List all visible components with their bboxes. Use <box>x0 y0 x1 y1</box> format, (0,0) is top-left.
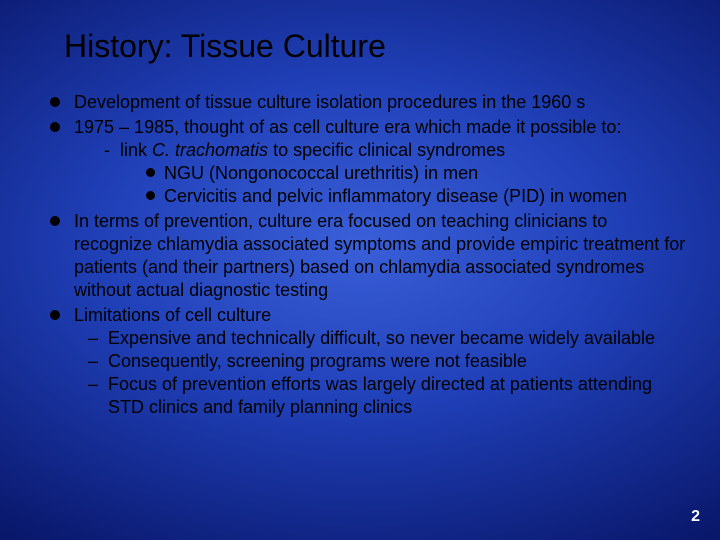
sub-item: Focus of prevention efforts was largely … <box>74 373 690 419</box>
page-number: 2 <box>691 508 700 526</box>
bullet-item: In terms of prevention, culture era focu… <box>30 210 690 302</box>
bullet-item: Limitations of cell culture Expensive an… <box>30 304 690 419</box>
sub-sub-item: Cervicitis and pelvic inflammatory disea… <box>120 185 690 208</box>
bullet-list: Development of tissue culture isolation … <box>30 91 690 419</box>
bullet-item: Development of tissue culture isolation … <box>30 91 690 114</box>
slide-title: History: Tissue Culture <box>64 28 690 65</box>
sub-list: link C. trachomatis to specific clinical… <box>74 139 690 208</box>
italic-text: C. trachomatis <box>152 140 268 160</box>
sub-item: link C. trachomatis to specific clinical… <box>74 139 690 208</box>
sub-sub-list: NGU (Nongonococcal urethritis) in men Ce… <box>120 162 690 208</box>
text-run: to specific clinical syndromes <box>268 140 505 160</box>
sub-sub-item: NGU (Nongonococcal urethritis) in men <box>120 162 690 185</box>
bullet-text: Limitations of cell culture <box>74 305 271 325</box>
slide-body: Development of tissue culture isolation … <box>30 91 690 419</box>
sub-item: Consequently, screening programs were no… <box>74 350 690 373</box>
sub-item: Expensive and technically difficult, so … <box>74 327 690 350</box>
slide: History: Tissue Culture Development of t… <box>0 0 720 540</box>
bullet-text: 1975 – 1985, thought of as cell culture … <box>74 117 621 137</box>
text-run: link <box>120 140 152 160</box>
bullet-item: 1975 – 1985, thought of as cell culture … <box>30 116 690 208</box>
sub-list: Expensive and technically difficult, so … <box>74 327 690 419</box>
